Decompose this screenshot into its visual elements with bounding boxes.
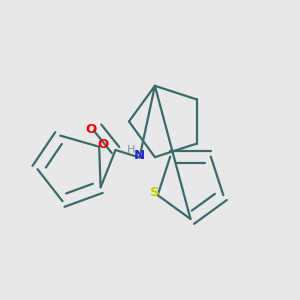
Text: H: H (127, 145, 135, 155)
Text: S: S (150, 186, 160, 199)
Text: N: N (134, 148, 145, 162)
Text: O: O (85, 122, 97, 136)
Text: O: O (97, 138, 108, 151)
